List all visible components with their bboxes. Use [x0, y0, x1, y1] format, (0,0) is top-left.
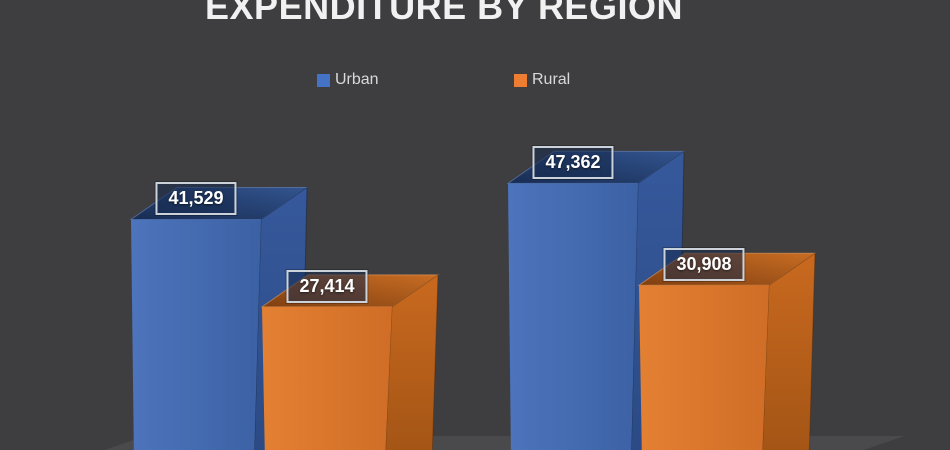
bar-rural-1-side-face[interactable]	[385, 273, 439, 450]
chart-title[interactable]: EXPENDITURE BY REGION	[205, 0, 683, 27]
legend-swatch-rural-icon	[514, 73, 527, 87]
bar-urban-2-front-face[interactable]	[508, 183, 638, 450]
legend-swatch-urban-icon	[317, 73, 330, 87]
bar-rural-1-front-face[interactable]	[262, 306, 392, 450]
bar-rural-2-front-face[interactable]	[639, 285, 769, 450]
legend-label-rural: Rural	[532, 71, 571, 88]
data-label-rural-2[interactable]: 30,908	[663, 248, 745, 282]
legend-label-urban: Urban	[335, 71, 379, 88]
data-label-rural-1[interactable]: 27,414	[286, 269, 368, 303]
data-label-urban-2[interactable]: 47,362	[532, 146, 614, 180]
data-label-urban-1[interactable]: 41,529	[155, 182, 237, 216]
bar-urban-1-front-face[interactable]	[131, 219, 261, 450]
legend-item-urban[interactable]: Urban	[317, 71, 379, 89]
legend-item-rural[interactable]: Rural	[514, 71, 570, 89]
